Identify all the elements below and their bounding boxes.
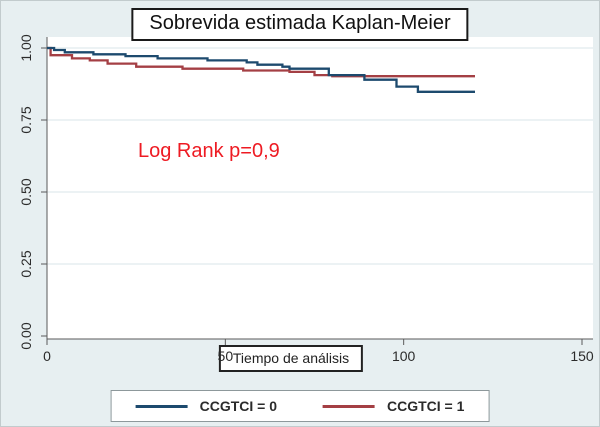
legend-label: CCGTCI = 0 [199,398,277,414]
y-tick-label: 1.00 [18,34,34,62]
legend-label: CCGTCI = 1 [387,398,465,414]
x-axis-label: Tiempo de análisis [232,350,350,366]
log-rank-annotation: Log Rank p=0,9 [138,140,280,162]
x-tick-label: 0 [43,348,51,364]
x-tick-label: 50 [217,348,234,364]
y-tick-label: 0.75 [18,106,34,134]
x-tick-label: 100 [391,348,416,364]
legend-entry-ccgtci-1: CCGTCI = 1 [323,398,464,414]
series-ccgtci1 [47,46,475,78]
y-tick-label: 0.25 [18,250,34,278]
plot-area [47,37,593,339]
blue-line-swatch-icon [135,404,188,408]
legend-entry-ccgtci-0: CCGTCI = 0 [135,398,277,414]
chart-title: Sobrevida estimada Kaplan-Meier [149,12,451,34]
series-ccgtci0 [47,46,475,93]
y-tick-label: 0.00 [18,322,34,350]
y-tick-label: 0.50 [18,178,34,206]
red-line-swatch-icon [323,404,375,408]
legend: CCGTCI = 0 CCGTCI = 1 [110,390,490,422]
x-axis-label-box: Tiempo de análisis [218,345,364,372]
x-tick-label: 150 [570,348,594,364]
chart-title-box: Sobrevida estimada Kaplan-Meier [131,8,469,41]
